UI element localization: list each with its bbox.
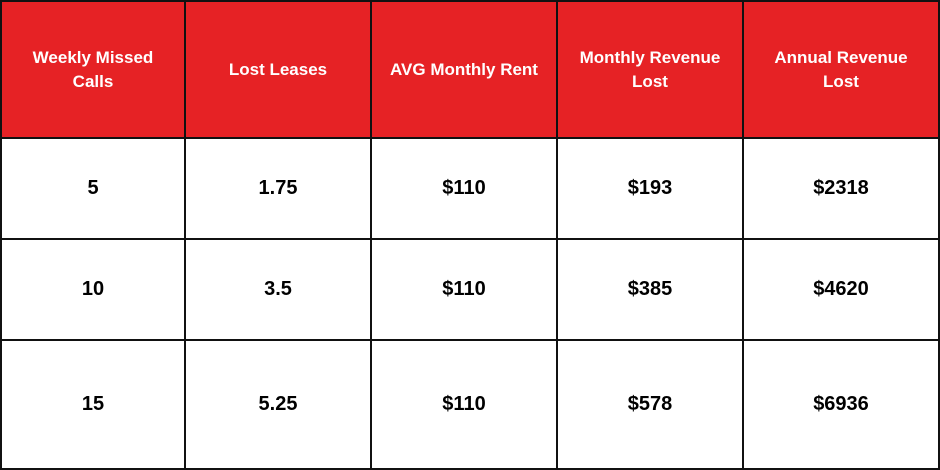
table-row: 5 1.75 $110 $193 $2318: [0, 139, 940, 240]
cell-value: 5: [87, 177, 99, 199]
table-cell: 5.25: [186, 341, 372, 470]
table-cell: $110: [372, 139, 558, 240]
cell-value: $193: [627, 177, 673, 199]
table-cell: 1.75: [186, 139, 372, 240]
cell-value: 1.75: [258, 177, 298, 199]
table-cell: $110: [372, 341, 558, 470]
header-label: Monthly Revenue Lost: [579, 47, 721, 91]
header-cell-avg-monthly-rent: AVG Monthly Rent: [372, 0, 558, 139]
cell-value: 5.25: [258, 393, 298, 415]
cell-value: $110: [442, 177, 486, 199]
table-row: 15 5.25 $110 $578 $6936: [0, 341, 940, 470]
table-cell: 10: [0, 240, 186, 341]
cell-value: $110: [442, 393, 486, 415]
cell-value: $4620: [813, 278, 869, 300]
header-label: Lost Leases: [228, 59, 328, 79]
header-label: Weekly Missed Calls: [32, 47, 154, 91]
table-cell: $578: [558, 341, 744, 470]
header-cell-annual-revenue-lost: Annual Revenue Lost: [744, 0, 940, 139]
header-label: AVG Monthly Rent: [390, 59, 538, 79]
table-cell: $2318: [744, 139, 940, 240]
table-cell: $193: [558, 139, 744, 240]
header-cell-monthly-revenue-lost: Monthly Revenue Lost: [558, 0, 744, 139]
table-header-row: Weekly Missed Calls Lost Leases AVG Mont…: [0, 0, 940, 139]
table-cell: $6936: [744, 341, 940, 470]
cell-value: $2318: [813, 177, 869, 199]
table-cell: 3.5: [186, 240, 372, 341]
cell-value: $578: [627, 393, 673, 415]
header-cell-lost-leases: Lost Leases: [186, 0, 372, 139]
cell-value: 3.5: [264, 278, 292, 300]
table-cell: $385: [558, 240, 744, 341]
table-cell: $4620: [744, 240, 940, 341]
table-cell: 15: [0, 341, 186, 470]
header-label: Annual Revenue Lost: [774, 47, 908, 91]
cell-value: $385: [627, 278, 673, 300]
cell-value: 10: [81, 278, 105, 300]
table-cell: 5: [0, 139, 186, 240]
table-row: 10 3.5 $110 $385 $4620: [0, 240, 940, 341]
cell-value: $6936: [813, 393, 869, 415]
cell-value: 15: [81, 393, 105, 415]
cell-value: $110: [442, 278, 486, 300]
header-cell-weekly-missed-calls: Weekly Missed Calls: [0, 0, 186, 139]
table-cell: $110: [372, 240, 558, 341]
